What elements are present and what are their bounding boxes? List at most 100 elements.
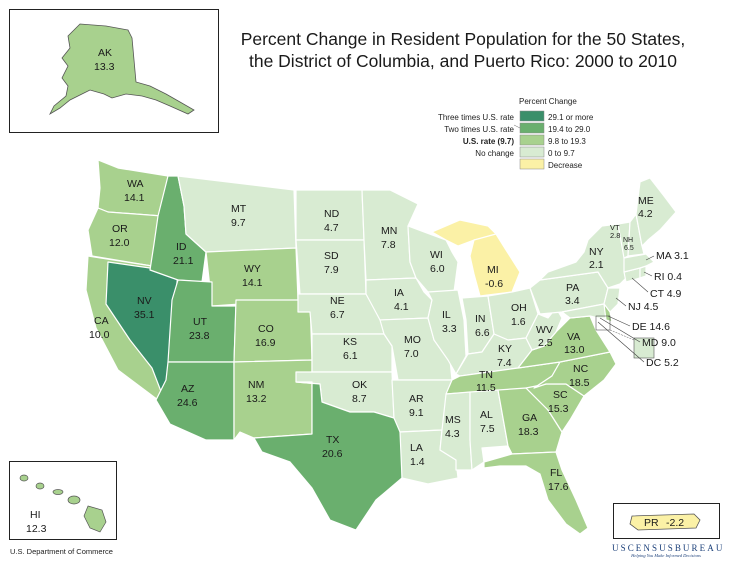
state-label-oh-abbr: OH <box>511 302 527 314</box>
state-label-nv-value: 35.1 <box>134 309 155 321</box>
hawaii-island-maui <box>67 495 81 505</box>
state-label-ia-abbr: IA <box>394 287 404 299</box>
state-label-ks-value: 6.1 <box>343 350 358 362</box>
title-line-2: the District of Columbia, and Puerto Ric… <box>248 51 677 71</box>
census-tagline: Helping You Make Informed Decisions <box>631 553 701 558</box>
state-va <box>517 315 611 369</box>
dc-inset-connector <box>609 329 635 341</box>
state-ga <box>497 387 563 455</box>
state-label-va-value: 13.0 <box>564 344 585 356</box>
state-wi <box>407 225 459 293</box>
state-pa <box>529 271 609 315</box>
legend: Percent Change Three times U.S. rate 29.… <box>438 97 594 170</box>
state-nh <box>627 213 645 257</box>
callout-ct: CT 4.9 <box>650 288 681 300</box>
state-label-la-abbr: LA <box>410 442 423 454</box>
state-label-wa-value: 14.1 <box>124 192 145 204</box>
state-label-ks-abbr: KS <box>343 336 357 348</box>
state-label-ne-abbr: NE <box>330 295 345 307</box>
state-label-id-abbr: ID <box>176 241 187 253</box>
state-ut <box>167 279 237 363</box>
state-label-ga-abbr: GA <box>522 412 537 424</box>
state-sc <box>525 383 585 433</box>
state-label-wy-value: 14.1 <box>242 277 263 289</box>
callout-ma: MA 3.1 <box>656 250 689 262</box>
state-label-co-abbr: CO <box>258 323 274 335</box>
leader-md <box>599 317 641 343</box>
state-nv <box>105 261 179 395</box>
state-ar <box>391 379 453 433</box>
legend-label-4: No change <box>475 149 514 158</box>
callout-labels: MA 3.1 RI 0.4 CT 4.9 NJ 4.5 DE 14.6 MD 9… <box>628 250 689 369</box>
state-labels: WA 14.1 OR 12.0 CA 10.0 NV 35.1 ID 21.1 … <box>89 178 654 493</box>
state-mo <box>379 317 453 381</box>
state-label-ms-value: 4.3 <box>445 428 460 440</box>
state-label-ky-value: 7.4 <box>497 357 512 369</box>
callout-leaders <box>597 255 655 363</box>
legend-row-5: Decrease <box>519 158 583 170</box>
state-fl <box>483 451 589 535</box>
state-label-ut-abbr: UT <box>193 316 208 328</box>
state-mi <box>469 233 521 297</box>
state-label-mn-value: 7.8 <box>381 239 396 251</box>
state-la <box>399 429 459 485</box>
state-label-ar-value: 9.1 <box>409 407 424 419</box>
state-label-mi-abbr: MI <box>487 264 499 276</box>
leader-ri <box>643 271 653 277</box>
census-brand: USCENSUSBUREAU <box>612 543 725 553</box>
state-label-mn-abbr: MN <box>381 225 397 237</box>
state-label-ny-abbr: NY <box>589 246 604 258</box>
state-label-id-value: 21.1 <box>173 255 194 267</box>
state-tn <box>445 361 561 395</box>
state-label-in-abbr: IN <box>475 313 486 325</box>
hawaii-island-kauai <box>19 474 29 482</box>
state-mi-upper <box>431 219 499 247</box>
state-label-oh-value: 1.6 <box>511 316 526 328</box>
state-ne <box>297 293 385 335</box>
state-label-ga-value: 18.3 <box>518 426 539 438</box>
legend-row-3: U.S. rate (9.7) 9.8 to 19.3 <box>463 134 586 146</box>
state-wa <box>97 159 169 217</box>
state-label-or-abbr: OR <box>112 223 128 235</box>
state-co <box>233 299 313 363</box>
legend-range-2: 19.4 to 29.0 <box>548 125 591 134</box>
alaska-shape <box>49 23 195 116</box>
state-sd <box>295 239 367 295</box>
state-ia <box>365 277 433 321</box>
legend-swatch-4 <box>519 146 545 158</box>
state-label-mi-value: -0.6 <box>485 278 503 290</box>
alaska-inset: AK 13.3 <box>9 9 219 133</box>
state-label-ok-abbr: OK <box>352 379 367 391</box>
state-label-sd-value: 7.9 <box>324 264 339 276</box>
legend-range-4: 0 to 9.7 <box>548 149 575 158</box>
state-me <box>635 177 677 247</box>
hawaii-island-oahu <box>35 482 45 490</box>
census-logo: USCENSUSBUREAU Helping You Make Informed… <box>612 543 725 558</box>
state-label-ak-value: 13.3 <box>94 61 115 73</box>
state-label-sc-value: 15.3 <box>548 403 569 415</box>
legend-swatch-5 <box>519 158 545 170</box>
hawaii-inset: HI 12.3 <box>9 461 117 540</box>
callout-md: MD 9.0 <box>642 337 676 349</box>
hawaii-island-big <box>83 505 107 533</box>
state-mt <box>177 175 297 253</box>
callout-ri: RI 0.4 <box>654 271 682 283</box>
callout-de: DE 14.6 <box>632 321 670 333</box>
state-label-wi-abbr: WI <box>430 249 443 261</box>
state-ky <box>455 333 533 377</box>
state-label-nd-abbr: ND <box>324 208 340 220</box>
legend-range-3: 9.8 to 19.3 <box>548 137 586 146</box>
state-label-hi-value: 12.3 <box>26 523 47 535</box>
state-label-me-value: 4.2 <box>638 208 653 220</box>
legend-swatch-1 <box>519 110 545 122</box>
state-nj <box>603 287 621 313</box>
state-or <box>87 207 163 267</box>
state-al <box>469 389 509 471</box>
state-label-in-value: 6.6 <box>475 327 490 339</box>
legend-heading: Percent Change <box>519 97 577 106</box>
state-ma <box>623 253 655 273</box>
state-label-tx-value: 20.6 <box>322 448 343 460</box>
state-md <box>561 303 609 319</box>
state-label-or-value: 12.0 <box>109 237 130 249</box>
state-label-al-value: 7.5 <box>480 423 495 435</box>
